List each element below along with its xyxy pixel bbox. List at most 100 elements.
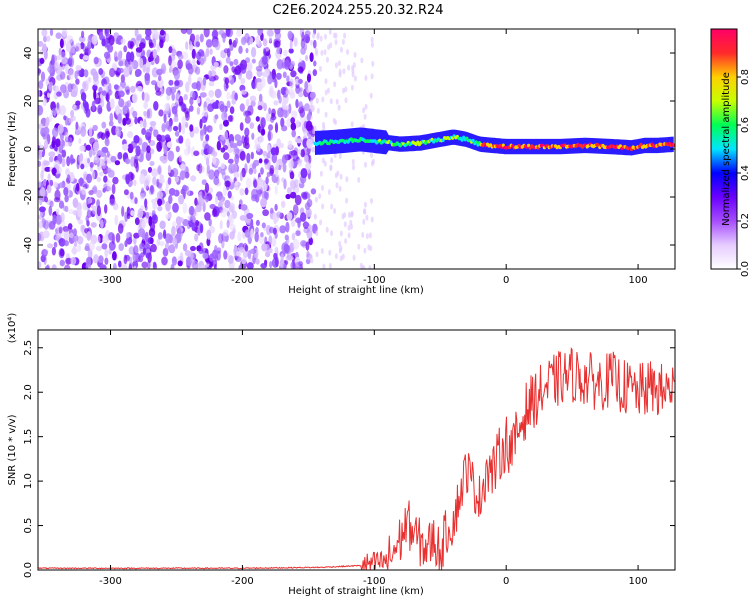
noise-cell <box>290 219 296 227</box>
noise-cell <box>39 197 43 206</box>
noise-cell <box>64 194 69 203</box>
colorbar-gradient <box>711 29 737 269</box>
noise-cell <box>239 171 243 182</box>
noise-cell <box>86 231 92 241</box>
noise-cell <box>146 261 151 269</box>
noise-cell <box>205 97 211 105</box>
noise-cell <box>38 160 42 167</box>
noise-cell <box>370 197 373 204</box>
y-tick-label: -40 <box>23 237 34 253</box>
noise-cell <box>108 35 115 46</box>
noise-cell <box>143 101 149 110</box>
noise-cell <box>287 140 293 149</box>
noise-cell <box>233 144 238 154</box>
noise-cell <box>265 251 271 258</box>
noise-cell <box>172 202 179 213</box>
noise-cell <box>215 195 218 205</box>
noise-cell <box>313 39 317 49</box>
noise-cell <box>187 145 191 154</box>
noise-cell <box>324 78 328 85</box>
noise-cell <box>89 161 94 168</box>
x-tick-label: -300 <box>99 275 122 286</box>
noise-cell <box>152 48 158 59</box>
noise-cell <box>280 200 286 208</box>
noise-cell <box>93 155 100 164</box>
noise-cell <box>69 232 74 239</box>
noise-cell <box>143 110 148 117</box>
noise-cell <box>181 116 187 126</box>
noise-cell <box>100 219 104 229</box>
noise-cell <box>258 234 265 244</box>
noise-cell <box>306 112 311 122</box>
noise-cell <box>231 98 237 105</box>
noise-cell <box>58 47 62 56</box>
noise-cell <box>197 227 201 236</box>
noise-cell <box>310 188 317 195</box>
noise-cell <box>118 98 125 108</box>
noise-cell <box>278 95 282 104</box>
noise-cell <box>76 182 80 192</box>
noise-cell <box>183 93 188 101</box>
ridge-cell <box>527 143 531 148</box>
noise-cell <box>178 122 182 133</box>
noise-cell <box>246 152 251 164</box>
noise-cell <box>265 176 269 185</box>
noise-cell <box>370 73 374 80</box>
noise-cell <box>108 82 112 92</box>
noise-cell <box>292 238 300 250</box>
noise-cell <box>206 229 212 240</box>
noise-cell <box>352 62 356 69</box>
noise-cell <box>270 90 277 99</box>
noise-cell <box>329 98 333 105</box>
noise-cell <box>86 198 90 205</box>
noise-cell <box>244 127 250 137</box>
noise-cell <box>283 49 288 57</box>
noise-cell <box>176 93 180 100</box>
noise-cell <box>334 119 337 126</box>
noise-cell <box>292 153 299 162</box>
noise-cell <box>92 170 95 180</box>
noise-cell <box>226 91 231 100</box>
noise-cell <box>234 134 242 142</box>
noise-cell <box>38 40 44 47</box>
noise-cell <box>86 173 93 184</box>
noise-cell <box>173 69 180 81</box>
noise-cell <box>275 256 279 268</box>
colorbar-tick-label: 0.4 <box>740 165 750 181</box>
noise-cell <box>159 39 164 49</box>
noise-cell <box>125 232 130 239</box>
noise-cell <box>195 204 202 213</box>
noise-cell <box>219 104 225 113</box>
snr-x-ticks: -300 -200 -100 0 100 <box>99 330 648 587</box>
noise-cell <box>133 135 140 144</box>
noise-cell <box>58 143 64 154</box>
noise-cell <box>157 198 163 207</box>
noise-cell <box>98 68 104 75</box>
noise-cell <box>221 111 228 121</box>
noise-cell <box>112 251 117 261</box>
noise-cell <box>234 180 239 187</box>
noise-cell <box>178 95 184 106</box>
noise-cell <box>133 265 137 269</box>
noise-cell <box>98 107 103 114</box>
noise-cell <box>185 81 190 93</box>
noise-cell <box>344 97 348 104</box>
noise-cell <box>246 62 253 72</box>
noise-cell <box>364 75 368 81</box>
noise-cell <box>339 173 343 180</box>
noise-cell <box>213 61 219 68</box>
noise-cell <box>38 89 41 97</box>
noise-cell <box>267 74 273 85</box>
noise-cell <box>66 174 71 184</box>
noise-cell <box>290 180 297 190</box>
noise-cell <box>249 95 257 102</box>
noise-cell <box>51 140 56 149</box>
noise-cell <box>201 179 207 186</box>
x-tick-label: 100 <box>629 576 648 587</box>
noise-cell <box>337 60 341 67</box>
noise-cell <box>256 81 263 92</box>
noise-cell <box>290 70 297 78</box>
noise-cell <box>42 43 47 54</box>
noise-cell <box>362 208 366 215</box>
noise-cell <box>127 64 132 72</box>
